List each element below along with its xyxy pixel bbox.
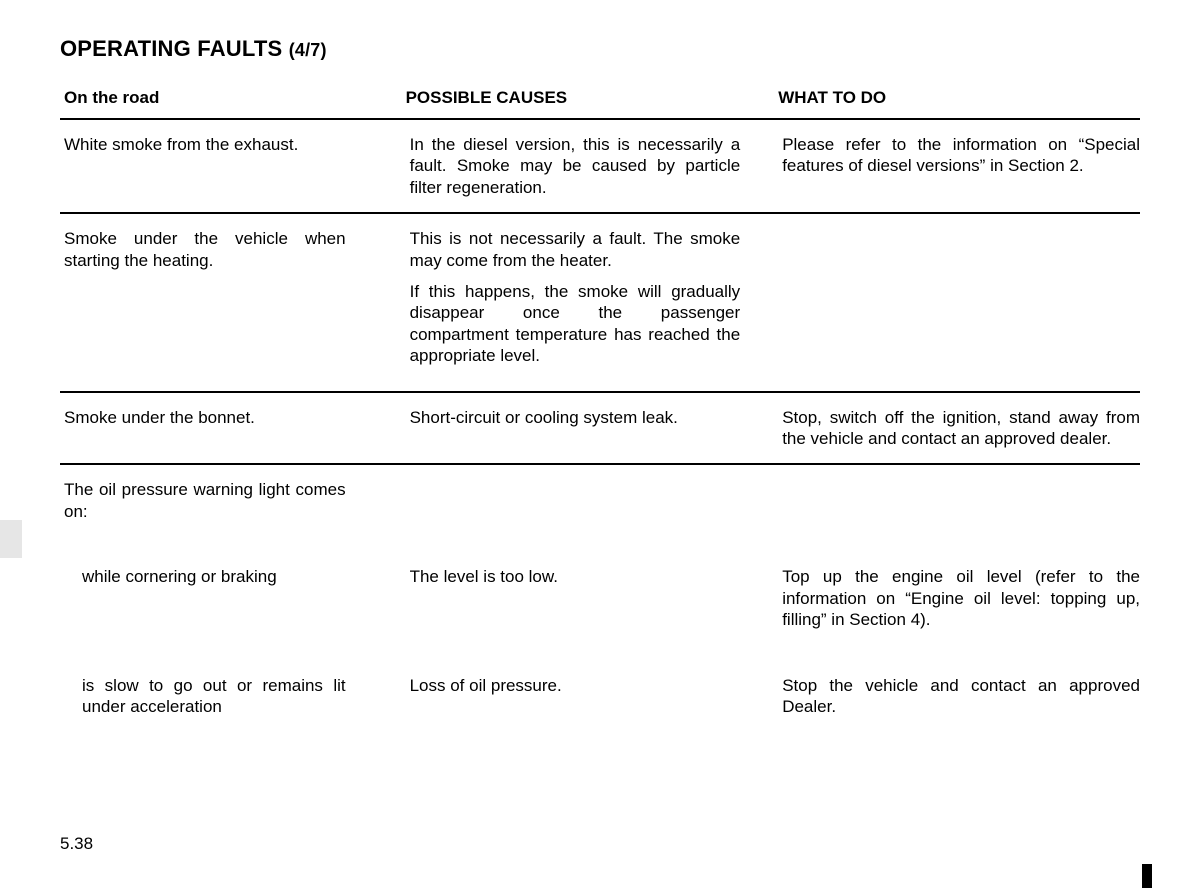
spacer [60,381,1140,391]
page-title: OPERATING FAULTS (4/7) [60,36,1140,62]
cell-cause: The level is too low. [406,536,779,644]
col-header-what-to-do: WHAT TO DO [778,88,1140,119]
cell-action [778,464,1140,536]
cell-cause: Loss of oil pressure. [406,645,779,732]
col-header-possible-causes: POSSIBLE CAUSES [406,88,779,119]
cell-cause: In the diesel version, this is necessari… [406,119,779,212]
title-main: OPERATING FAULTS [60,36,282,61]
table-row: White smoke from the exhaust. In the die… [60,119,1140,212]
table-row: Smoke under the vehicle when starting th… [60,213,1140,380]
cell-cause [406,464,779,536]
table-header-row: On the road POSSIBLE CAUSES WHAT TO DO [60,88,1140,119]
cell-symptom-sub: is slow to go out or remains lit under a… [60,645,406,732]
cell-action: Top up the engine oil level (refer to th… [778,536,1140,644]
table-row: Smoke under the bonnet. Short-circuit or… [60,392,1140,464]
faults-table: On the road POSSIBLE CAUSES WHAT TO DO W… [60,88,1140,731]
cell-symptom: White smoke from the exhaust. [60,119,406,212]
page-number: 5.38 [60,834,93,854]
cause-para-2: If this happens, the smoke will graduall… [410,281,741,367]
page-side-tab [0,520,22,558]
cell-symptom: Smoke under the vehicle when starting th… [60,213,406,380]
title-sub: (4/7) [289,40,327,60]
col-header-on-the-road: On the road [60,88,406,119]
page-content: OPERATING FAULTS (4/7) On the road POSSI… [0,0,1200,731]
cell-action: Stop, switch off the ignition, stand awa… [778,392,1140,464]
cell-symptom-sub: while cornering or braking [60,536,406,644]
cell-cause: Short-circuit or cooling system leak. [406,392,779,464]
cell-symptom: Smoke under the bonnet. [60,392,406,464]
cell-action: Stop the vehicle and contact an approved… [778,645,1140,732]
table-row: while cornering or braking The level is … [60,536,1140,644]
cell-symptom: The oil pressure warning light comes on: [60,464,406,536]
cell-action [778,213,1140,380]
table-row: is slow to go out or remains lit under a… [60,645,1140,732]
crop-mark-icon [1142,864,1152,888]
cell-action: Please refer to the information on “Spec… [778,119,1140,212]
cell-cause: This is not necessarily a fault. The smo… [406,213,779,380]
table-row: The oil pressure warning light comes on: [60,464,1140,536]
cause-para-1: This is not necessarily a fault. The smo… [410,228,741,271]
